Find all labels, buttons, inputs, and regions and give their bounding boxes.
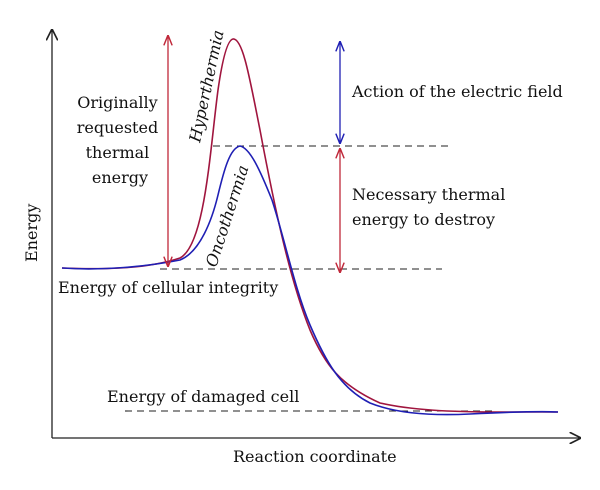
necessary-energy-label: Necessary thermal energy to destroy xyxy=(352,185,510,229)
x-axis-label: Reaction coordinate xyxy=(233,447,397,466)
damaged-cell-label: Energy of damaged cell xyxy=(107,387,299,406)
cellular-integrity-label: Energy of cellular integrity xyxy=(58,278,278,297)
electric-field-label: Action of the electric field xyxy=(351,82,563,101)
oncothermia-label: Oncothermia xyxy=(202,163,253,269)
y-axis-label: Energy xyxy=(22,204,41,262)
hyperthermia-label: Hyperthermia xyxy=(185,28,228,144)
hyperthermia-curve xyxy=(61,38,558,413)
originally-requested-label: Originally requested thermal energy xyxy=(77,93,164,187)
oncothermia-curve xyxy=(61,145,559,416)
